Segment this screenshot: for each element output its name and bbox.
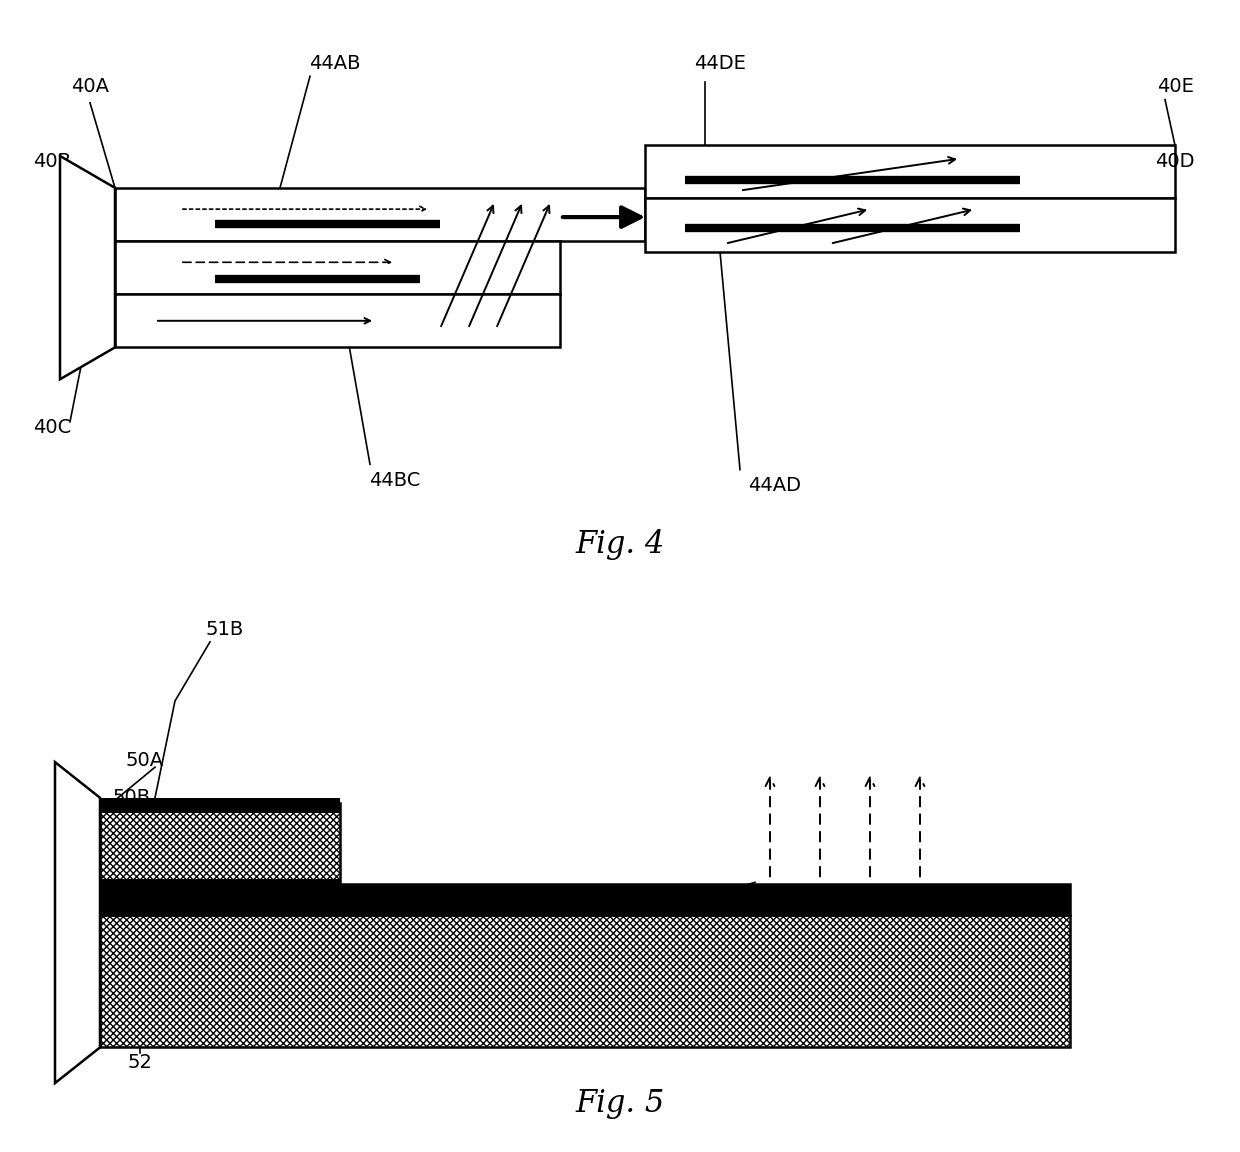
Text: 44BC: 44BC	[370, 471, 420, 490]
Text: 52: 52	[128, 1053, 153, 1073]
Text: 56: 56	[667, 890, 692, 909]
Text: Fig. 5: Fig. 5	[575, 1087, 665, 1119]
Text: 51B: 51B	[206, 620, 244, 639]
Text: 44DE: 44DE	[694, 54, 746, 73]
Bar	[115, 241, 560, 294]
Text: 40D: 40D	[1156, 152, 1195, 170]
Bar	[100, 885, 1070, 915]
Bar	[100, 803, 340, 885]
Text: 50A: 50A	[126, 751, 164, 770]
Text: 40E: 40E	[1157, 77, 1193, 97]
Text: 40C: 40C	[33, 418, 71, 437]
Text: 40B: 40B	[33, 152, 71, 170]
Text: Fig. 4: Fig. 4	[575, 529, 665, 560]
Bar	[645, 145, 1176, 198]
Bar	[100, 879, 340, 895]
Text: 50B: 50B	[113, 788, 151, 808]
Bar	[100, 915, 1070, 1047]
Bar	[115, 188, 645, 241]
Bar	[100, 797, 340, 813]
Bar	[115, 294, 560, 348]
Bar	[100, 803, 340, 885]
Text: 44AB: 44AB	[309, 54, 361, 73]
Polygon shape	[55, 763, 100, 1083]
Text: 40A: 40A	[71, 77, 109, 97]
Bar	[100, 915, 1070, 1047]
Polygon shape	[60, 156, 115, 379]
Text: 44AD: 44AD	[749, 476, 801, 495]
Bar	[645, 198, 1176, 251]
